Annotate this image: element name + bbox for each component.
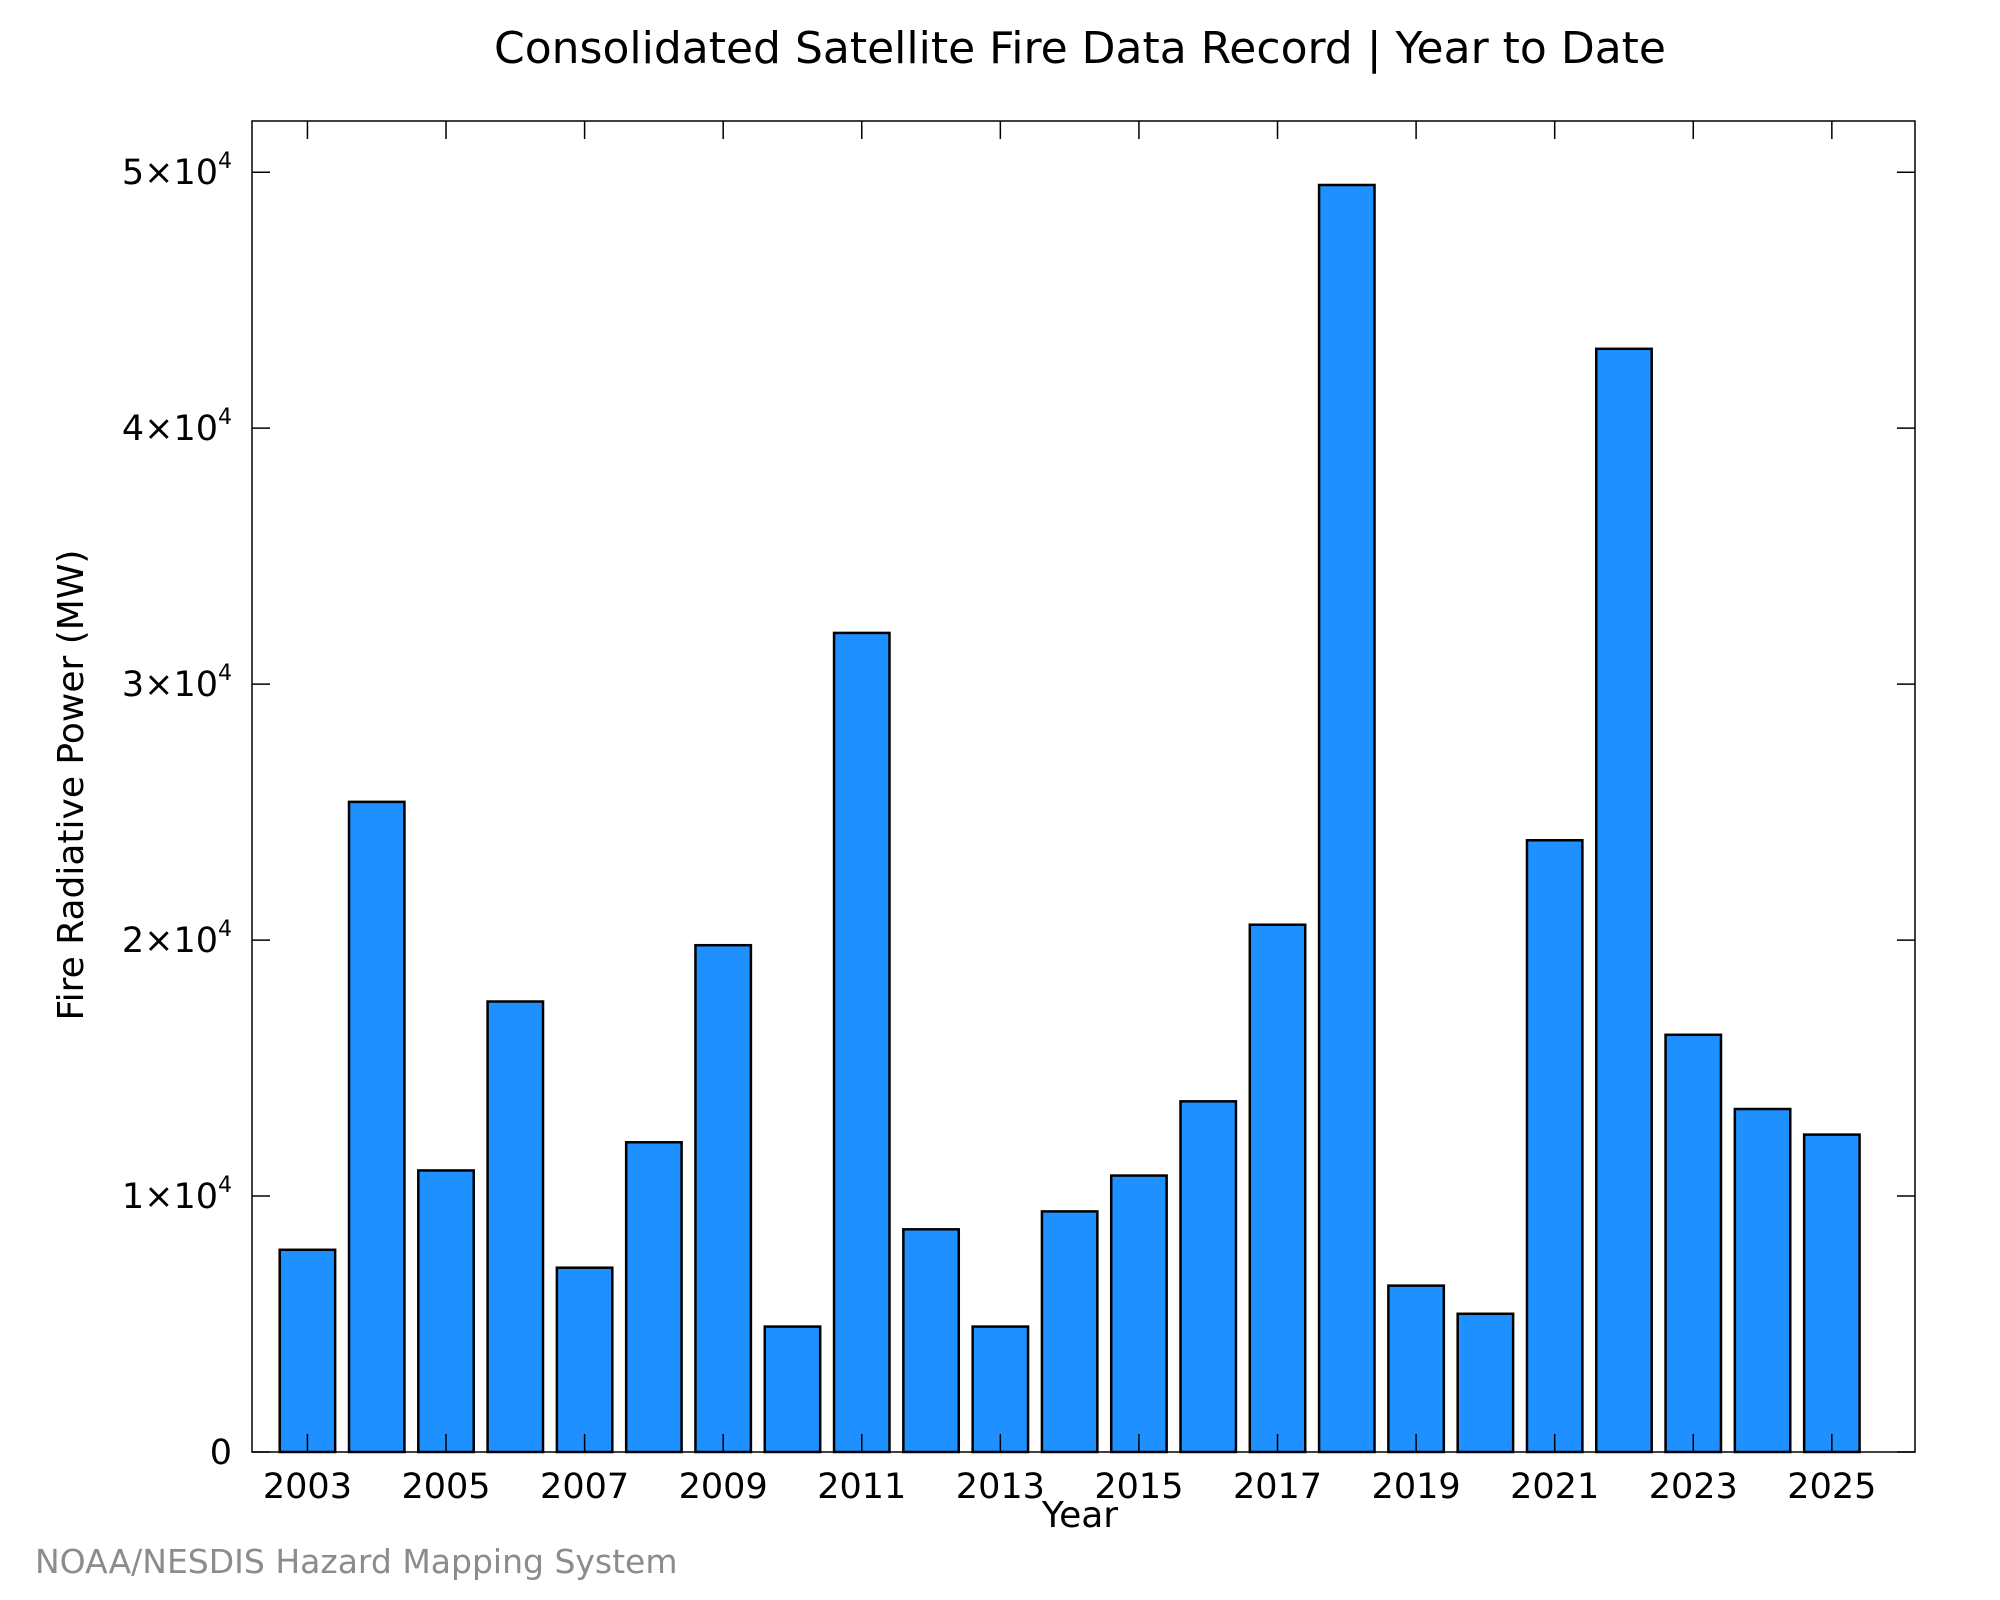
x-tick-label-2011: 2011 <box>817 1467 906 1507</box>
bar-2022 <box>1595 347 1653 1454</box>
x-tick-label-2007: 2007 <box>540 1467 629 1507</box>
x-tick-label-2017: 2017 <box>1233 1467 1322 1507</box>
source-credit: NOAA/NESDIS Hazard Mapping System <box>35 1542 678 1581</box>
bar-2015 <box>1109 1174 1168 1454</box>
chart-title: Consolidated Satellite Fire Data Record … <box>494 23 1666 74</box>
plot-area: 2003 2005 2007 2009 2011 2013 2015 2017 2019 2021… <box>122 120 1916 1507</box>
x-tick-label-2025: 2025 <box>1787 1467 1876 1507</box>
y-axis-label: Fire Radiative Power (MW) <box>51 550 92 1021</box>
y-tick-label-10000: 1×104 <box>122 1173 232 1217</box>
bar-2012 <box>902 1228 961 1454</box>
y-tick-label-30000: 3×104 <box>122 661 232 705</box>
bar-2020 <box>1456 1312 1515 1454</box>
bar-2006 <box>486 1000 545 1454</box>
bar-2024 <box>1733 1107 1792 1454</box>
bar-2008 <box>624 1141 683 1454</box>
x-tick-label-2013: 2013 <box>956 1467 1045 1507</box>
bar-2013 <box>971 1325 1030 1454</box>
x-tick-label-2003: 2003 <box>263 1467 352 1507</box>
bar-2018 <box>1317 183 1376 1454</box>
x-axis-label: Year <box>1041 1495 1118 1536</box>
y-tick-label-0: 0 <box>210 1433 232 1473</box>
bar-2017 <box>1248 923 1307 1454</box>
bar-2011 <box>832 631 891 1454</box>
y-tick-exponent-40000: 4 <box>218 405 232 430</box>
bar-2019 <box>1387 1284 1446 1454</box>
plot-frame <box>251 120 1916 1453</box>
bar-2010 <box>763 1325 822 1454</box>
y-tick-exponent-50000: 4 <box>218 149 232 174</box>
bar-2003 <box>278 1248 337 1454</box>
x-tick-label-2019: 2019 <box>1372 1467 1461 1507</box>
x-tick-label-2005: 2005 <box>401 1467 490 1507</box>
bar-2007 <box>555 1266 614 1454</box>
bar-2005 <box>417 1169 475 1454</box>
bar-2009 <box>694 943 753 1454</box>
x-tick-label-2023: 2023 <box>1649 1467 1738 1507</box>
y-tick-exponent-10000: 4 <box>218 1173 232 1198</box>
bar-2023 <box>1664 1033 1723 1454</box>
bar-2016 <box>1179 1100 1238 1454</box>
bar-2025 <box>1802 1133 1861 1454</box>
x-tick-label-2009: 2009 <box>679 1467 768 1507</box>
bar-2014 <box>1040 1210 1099 1454</box>
y-tick-exponent-30000: 4 <box>218 661 232 686</box>
bar-2004 <box>347 800 406 1454</box>
y-tick-exponent-20000: 4 <box>218 917 232 942</box>
y-tick-label-50000: 5×104 <box>122 149 232 193</box>
x-tick-label-2021: 2021 <box>1510 1467 1599 1507</box>
y-tick-label-20000: 2×104 <box>122 917 232 961</box>
x-tick-label-2015: 2015 <box>1094 1467 1183 1507</box>
bar-2021 <box>1525 839 1584 1454</box>
y-tick-label-40000: 4×104 <box>122 405 232 449</box>
